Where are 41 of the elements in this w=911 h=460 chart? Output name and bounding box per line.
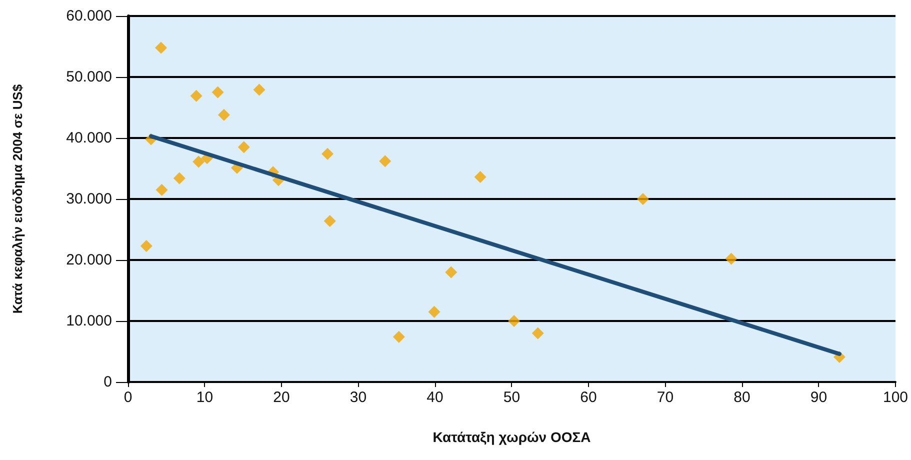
- x-tick-label: 0: [124, 389, 132, 406]
- y-tick-label: 50.000: [66, 68, 112, 86]
- x-tick-label: 20: [273, 389, 290, 406]
- point: [428, 306, 440, 318]
- x-tick-label: 70: [656, 389, 674, 406]
- point: [445, 266, 458, 278]
- point: [725, 252, 738, 265]
- point: [508, 315, 520, 327]
- point: [253, 84, 266, 96]
- point: [379, 155, 392, 168]
- point: [322, 148, 334, 160]
- point: [474, 171, 486, 184]
- point: [156, 184, 168, 196]
- y-tick-label: 10.000: [66, 312, 112, 330]
- x-tick-label: 100: [882, 389, 908, 406]
- point: [173, 172, 186, 184]
- x-axis-title: Κατάταξη χωρών ΟΟΣΑ: [432, 429, 591, 445]
- x-tick-label: 30: [350, 389, 367, 406]
- y-tick-label: 40.000: [66, 130, 112, 146]
- point: [218, 108, 230, 121]
- x-tick-label: 60: [580, 389, 597, 406]
- y-axis-title: Κατά κεφαλήν εισόδημα 2004 σε US$: [10, 84, 25, 314]
- point: [140, 240, 152, 252]
- point: [636, 193, 649, 205]
- point: [392, 330, 405, 343]
- point: [192, 156, 205, 168]
- x-tick-label: 90: [810, 389, 828, 406]
- y-tick-label: 30.000: [66, 190, 112, 208]
- point: [324, 214, 336, 227]
- point: [155, 42, 167, 54]
- point: [532, 327, 544, 340]
- x-tick-label: 50: [503, 389, 520, 406]
- y-tick-label: 20.000: [66, 252, 112, 268]
- point: [238, 141, 250, 154]
- x-tick-label: 80: [734, 389, 750, 406]
- point: [212, 86, 224, 98]
- x-tick-label: 10: [196, 389, 214, 406]
- x-tick-label: 40: [426, 389, 444, 406]
- y-tick-label: 0: [104, 374, 112, 390]
- y-tick-label: 60.000: [66, 8, 112, 24]
- point: [190, 90, 202, 102]
